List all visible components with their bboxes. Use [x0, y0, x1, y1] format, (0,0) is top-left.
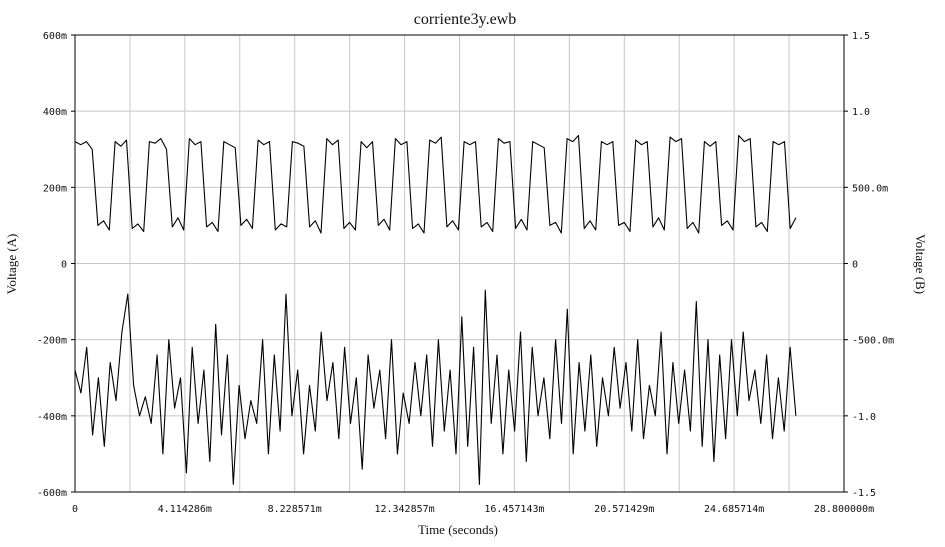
right-tick-label: 1.0	[852, 107, 870, 118]
right-axis-title: Voltage (B)	[913, 234, 928, 294]
left-tick-label: 400m	[43, 107, 67, 118]
left-tick-label: -200m	[37, 336, 67, 347]
right-tick-label: -1.0	[852, 412, 876, 423]
chart-title: corriente3y.ewb	[414, 11, 516, 28]
left-tick-label: -400m	[37, 412, 67, 423]
left-axis-title: Voltage (A)	[4, 234, 19, 295]
right-tick-label: 1.5	[852, 31, 870, 42]
right-tick-label: 0	[852, 260, 858, 271]
x-tick-label: 16.457143m	[484, 504, 544, 515]
left-tick-label: -600m	[37, 488, 67, 499]
x-tick-label: 24.685714m	[704, 504, 764, 515]
x-tick-label: 20.571429m	[594, 504, 654, 515]
grid-lines	[75, 35, 844, 492]
x-tick-label: 12.342857m	[374, 504, 434, 515]
traces	[74, 134, 797, 485]
right-tick-label: -1.5	[852, 488, 876, 499]
left-axis-ticks: 600m 400m 200m 0 -200m -400m -600m	[37, 31, 75, 499]
series-line-a	[74, 289, 797, 485]
x-tick-label: 4.114286m	[158, 504, 212, 515]
right-tick-label: 500.0m	[852, 183, 888, 194]
series-line-b	[74, 134, 797, 234]
right-tick-label: -500.0m	[852, 336, 894, 347]
x-tick-label: 8.228571m	[268, 504, 322, 515]
x-axis-title: Time (seconds)	[418, 522, 498, 537]
left-tick-label: 200m	[43, 183, 67, 194]
x-axis-ticks: 0 4.114286m 8.228571m 12.342857m 16.457143m 2…	[72, 504, 874, 515]
right-axis-ticks: 1.5 1.0 500.0m 0 -500.0m -1.0 -1.5	[844, 31, 894, 499]
x-tick-label: 0	[72, 504, 78, 515]
left-tick-label: 0	[61, 260, 67, 271]
left-tick-label: 600m	[43, 31, 67, 42]
x-tick-label: 28.800000m	[814, 504, 874, 515]
